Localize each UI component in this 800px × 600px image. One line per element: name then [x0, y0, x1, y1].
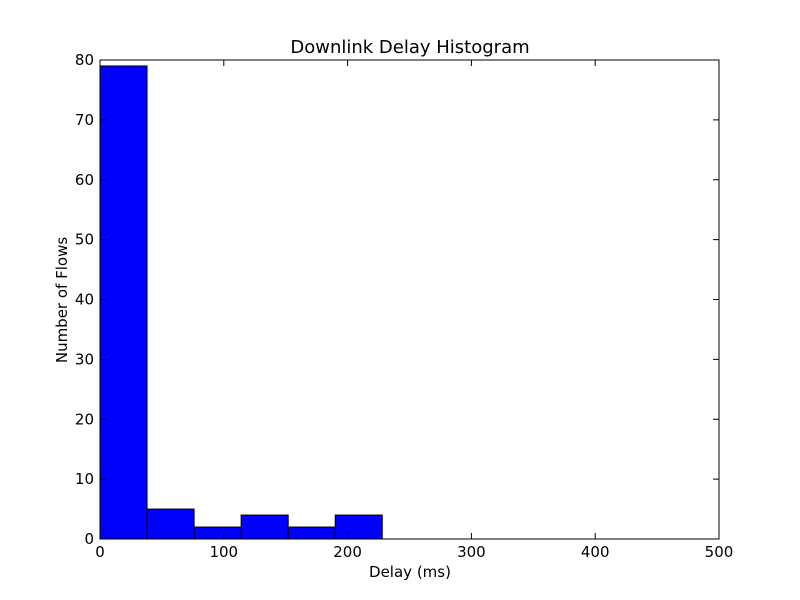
y-tick-label-2: 20 — [75, 410, 94, 428]
histogram-bar-3 — [240, 514, 289, 540]
histogram-bar-0 — [99, 65, 148, 540]
y-tick-label-0: 0 — [84, 530, 94, 548]
x-tick-label-3: 300 — [457, 543, 486, 561]
x-tick-label-2: 200 — [333, 543, 362, 561]
x-axis-label: Delay (ms) — [369, 563, 451, 581]
y-tick-label-8: 80 — [75, 51, 94, 69]
y-tick-label-7: 70 — [75, 111, 94, 129]
y-tick-label-4: 40 — [75, 291, 94, 309]
y-tick-label-1: 10 — [75, 470, 94, 488]
x-tick-label-5: 500 — [705, 543, 734, 561]
chart-title: Downlink Delay Histogram — [290, 37, 529, 58]
plot-frame — [99, 59, 720, 540]
histogram-bar-2 — [193, 526, 242, 540]
x-tick-label-1: 100 — [209, 543, 238, 561]
histogram-bar-4 — [287, 526, 336, 540]
x-tick-label-4: 400 — [581, 543, 610, 561]
y-tick-label-5: 50 — [75, 231, 94, 249]
bars-group — [99, 65, 383, 540]
x-tick-label-0: 0 — [95, 543, 105, 561]
histogram-bar-1 — [146, 508, 195, 540]
histogram-bar-5 — [334, 514, 383, 540]
y-tick-label-6: 60 — [75, 171, 94, 189]
y-axis-label: Number of Flows — [53, 237, 71, 363]
y-tick-label-3: 30 — [75, 350, 94, 368]
